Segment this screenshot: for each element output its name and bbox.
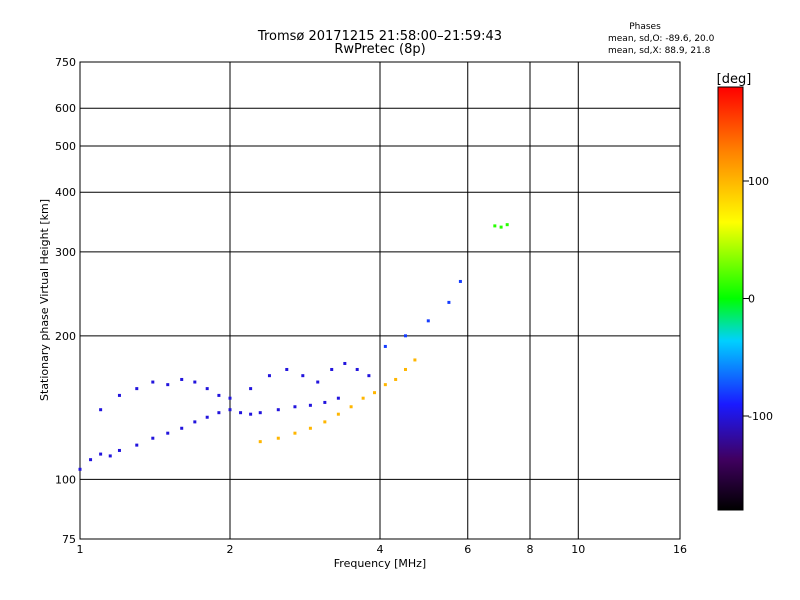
y-tick-label: 400	[55, 186, 76, 199]
data-point	[151, 436, 155, 440]
data-point	[403, 367, 407, 371]
x-axis-ticks: 1 2 4 6 8 10 16	[77, 543, 688, 556]
y-axis-label: Stationary phase Virtual Height [km]	[38, 199, 51, 401]
data-point	[99, 452, 103, 456]
data-point	[308, 426, 312, 430]
y-tick-label: 300	[55, 246, 76, 259]
data-point	[180, 426, 184, 430]
data-point	[447, 300, 451, 304]
data-point	[99, 408, 103, 412]
data-point	[426, 319, 430, 323]
data-point	[383, 383, 387, 387]
colorbar-scale	[717, 86, 744, 511]
phases-legend: Phases mean, sd,O: -89.6, 20.0 mean, sd,…	[608, 22, 715, 56]
data-point	[228, 396, 232, 400]
data-point	[316, 380, 320, 384]
colorbar-title: [deg]	[717, 72, 752, 87]
legend-line-o: mean, sd,O: -89.6, 20.0	[608, 34, 715, 44]
colorbar-tick-label: 100	[748, 175, 769, 188]
data-point	[285, 367, 289, 371]
data-point	[361, 396, 365, 400]
data-point	[258, 440, 262, 444]
colorbar-ticks: 100 0 -100	[743, 175, 773, 423]
colorbar-tick-label: 0	[748, 293, 755, 306]
data-point	[78, 467, 82, 471]
data-point	[458, 279, 462, 283]
x-tick-label: 6	[464, 543, 471, 556]
y-tick-label: 75	[62, 533, 76, 546]
data-point	[258, 411, 262, 415]
data-point	[276, 436, 280, 440]
data-point	[383, 344, 387, 348]
data-point	[330, 367, 334, 371]
grid	[80, 62, 680, 539]
data-point	[151, 380, 155, 384]
y-tick-label: 100	[55, 473, 76, 486]
data-point	[394, 377, 398, 381]
title-block: Tromsø 20171215 21:58:00–21:59:43 RwPret…	[257, 29, 502, 57]
data-point	[205, 415, 209, 419]
data-point	[217, 411, 221, 415]
colorbar: [deg] 100 0 -100	[717, 72, 773, 511]
data-point	[355, 367, 359, 371]
data-point	[166, 431, 170, 435]
data-point	[180, 377, 184, 381]
data-point	[117, 393, 121, 397]
data-point	[217, 393, 221, 397]
data-point	[205, 387, 209, 391]
data-point	[267, 374, 271, 378]
x-tick-label: 2	[227, 543, 234, 556]
x-tick-label: 16	[673, 543, 687, 556]
data-point	[249, 412, 253, 416]
data-point	[336, 396, 340, 400]
data-point	[228, 408, 232, 412]
y-tick-label: 500	[55, 140, 76, 153]
data-point	[413, 358, 417, 362]
data-point	[367, 374, 371, 378]
data-point	[117, 448, 121, 452]
data-point	[301, 374, 305, 378]
data-point	[308, 403, 312, 407]
y-tick-label: 200	[55, 330, 76, 343]
data-point	[135, 387, 139, 391]
x-tick-label: 8	[527, 543, 534, 556]
data-point	[193, 380, 197, 384]
legend-heading: Phases	[629, 22, 661, 32]
data-point	[108, 454, 112, 458]
y-tick-label: 750	[55, 56, 76, 69]
data-point	[293, 405, 297, 409]
chart-subtitle: RwPretec (8p)	[334, 42, 425, 57]
chart-title: Tromsø 20171215 21:58:00–21:59:43	[257, 29, 502, 44]
data-point	[403, 334, 407, 338]
data-point	[239, 411, 243, 415]
colorbar-tick-label: -100	[748, 410, 773, 423]
data-point	[135, 443, 139, 447]
x-tick-label: 1	[77, 543, 84, 556]
data-point	[323, 400, 327, 404]
x-axis-label: Frequency [MHz]	[334, 557, 426, 570]
data-point	[493, 224, 497, 228]
data-point	[349, 405, 353, 409]
x-tick-label: 10	[571, 543, 585, 556]
data-point	[89, 458, 93, 462]
data-point	[249, 387, 253, 391]
y-axis-ticks: 75 100 200 300 400 500 600 750	[55, 56, 76, 546]
data-points	[78, 223, 509, 471]
data-point	[373, 391, 377, 395]
data-point	[336, 412, 340, 416]
y-tick-label: 600	[55, 102, 76, 115]
data-point	[343, 361, 347, 365]
x-tick-label: 4	[377, 543, 384, 556]
data-point	[505, 223, 509, 227]
data-point	[193, 420, 197, 424]
data-point	[276, 408, 280, 412]
data-point	[166, 383, 170, 387]
data-point	[323, 420, 327, 424]
data-point	[293, 431, 297, 435]
legend-line-x: mean, sd,X: 88.9, 21.8	[608, 46, 711, 56]
data-point	[499, 225, 503, 229]
